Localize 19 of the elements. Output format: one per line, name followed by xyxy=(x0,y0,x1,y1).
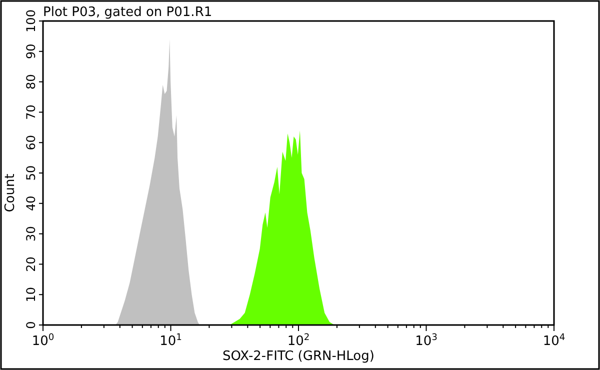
y-tick-label: 20 xyxy=(24,256,38,272)
x-tick-label: 10$^{2}$ xyxy=(287,333,310,349)
x-tick-label: 10$^{1}$ xyxy=(160,333,182,349)
y-tick-label: 0 xyxy=(24,321,38,329)
y-axis-title: Count xyxy=(3,174,18,212)
y-tick-label: 70 xyxy=(24,104,38,120)
x-tick-label: 10$^{4}$ xyxy=(542,333,566,349)
y-tick-label: 40 xyxy=(24,196,38,212)
y-tick-label: 10 xyxy=(24,286,38,302)
x-tick-label: 10$^{0}$ xyxy=(32,333,54,349)
y-tick-label: 100 xyxy=(24,10,38,32)
y-tick-label: 30 xyxy=(24,226,38,242)
y-tick-label: 60 xyxy=(24,134,38,150)
x-axis-title: SOX-2-FITC (GRN-HLog) xyxy=(222,349,374,364)
chart-title: Plot P03, gated on P01.R1 xyxy=(43,5,212,20)
y-tick-label: 80 xyxy=(24,74,38,90)
x-tick-label: 10$^{3}$ xyxy=(415,333,438,349)
y-tick-label: 90 xyxy=(24,44,38,60)
y-tick-label: 50 xyxy=(24,165,38,181)
